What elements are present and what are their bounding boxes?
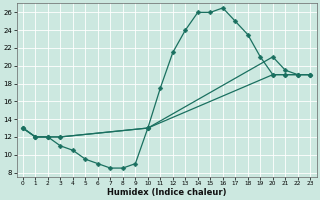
X-axis label: Humidex (Indice chaleur): Humidex (Indice chaleur)	[107, 188, 226, 197]
